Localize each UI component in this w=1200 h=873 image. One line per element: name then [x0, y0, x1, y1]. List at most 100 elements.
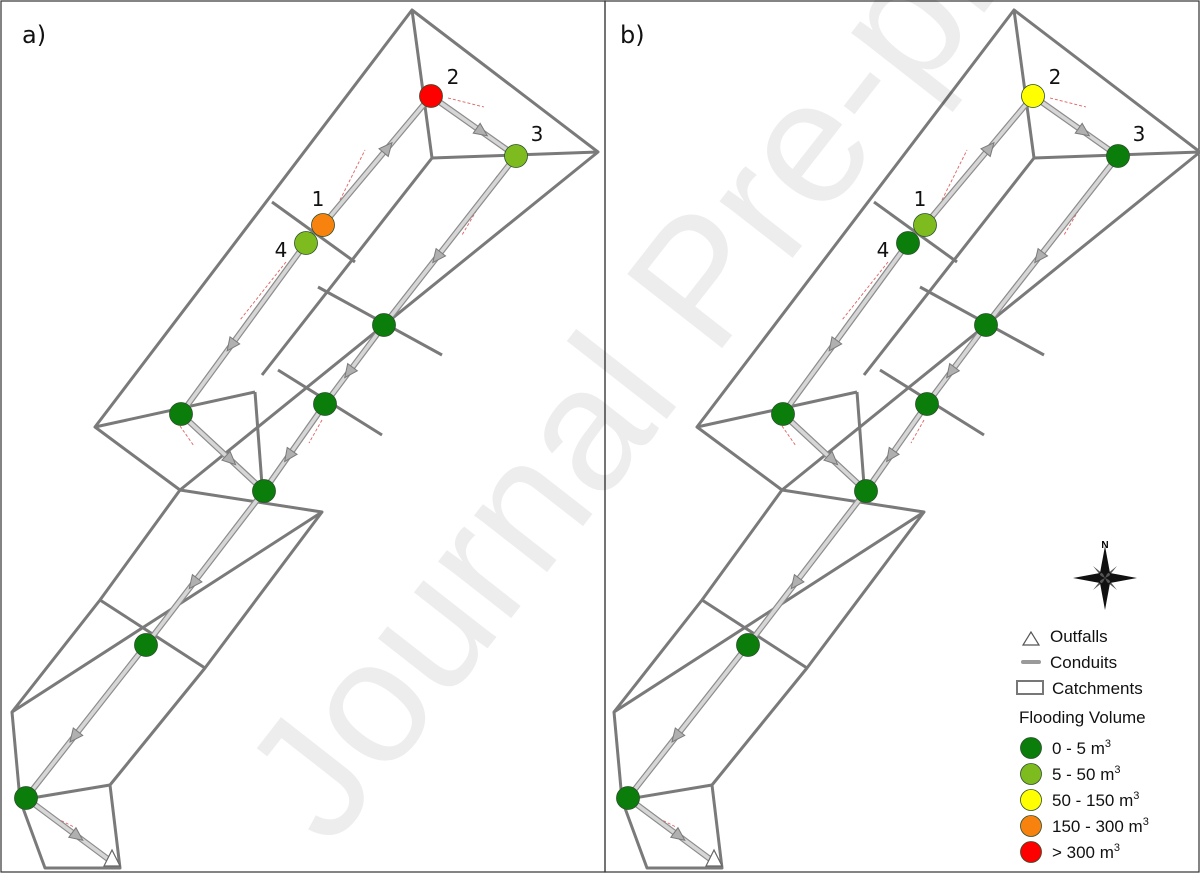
panel-b: b) 1 2 3 4	[612, 8, 1200, 870]
panel-b-flow-arrow-icon	[885, 446, 900, 463]
panel-a-flow-line	[308, 419, 323, 444]
panel-b-flow-arrow-icon	[828, 335, 843, 352]
panel-a-conduit	[262, 402, 327, 493]
legend-outfalls-label: Outfalls	[1050, 627, 1108, 646]
panel-b-conduit	[626, 796, 716, 864]
panel-b-node-n8	[854, 479, 878, 503]
catchment-rectangle-icon	[1016, 680, 1044, 695]
panel-b-conduit	[1031, 94, 1120, 158]
north-arrow-icon	[1073, 546, 1137, 610]
panel-a-conduits	[23, 93, 519, 867]
legend-flood-class-swatch	[1020, 737, 1042, 759]
panel-b-conduit	[781, 241, 910, 416]
panel-a-flow-line	[447, 97, 485, 108]
panel-b-node-n9	[736, 633, 760, 657]
panel-a-conduit	[321, 94, 433, 227]
panel-b-node-3	[1106, 144, 1130, 168]
panel-b-flow-arrow-icon	[1034, 247, 1049, 264]
panel-a-flow-arrow-icon	[69, 727, 84, 743]
panel-b-flow-arrow-icon	[945, 362, 961, 379]
panel-a-flow-arrow-icon	[472, 122, 489, 137]
panel-a-flow-arrow-icon	[378, 141, 393, 158]
legend-flood-class-swatch	[1020, 841, 1042, 863]
panel-b-outfall-icon	[705, 848, 723, 867]
panel-a-conduit	[179, 241, 308, 416]
panel-a-node-n7	[169, 402, 193, 426]
panel-b-conduits	[625, 93, 1121, 867]
panel-a-flow-arrow-icon	[343, 362, 359, 379]
panel-a-node-n10	[14, 786, 38, 810]
panel-a-nodes: 1 2 3 4	[14, 65, 544, 810]
legend-flood-class-text: 5 - 50 m	[1052, 765, 1114, 784]
panel-b-node-label-3: 3	[1133, 122, 1146, 146]
panel-a-conduit	[429, 94, 518, 158]
panel-b-conduit	[923, 94, 1035, 227]
panel-b-conduit	[864, 402, 929, 493]
panel-a-flow-line	[339, 149, 366, 201]
legend-flood-class-sup: 3	[1114, 764, 1120, 776]
panel-b-frame	[604, 0, 1200, 873]
panel-b-flow-arrow-icon	[823, 450, 839, 466]
panel-a-flow-line	[239, 261, 287, 321]
panel-a-node-1	[311, 213, 335, 237]
panel-b-node-1	[913, 213, 937, 237]
legend-flood-class-text: > 300 m	[1052, 843, 1114, 862]
panel-b-node-2	[1021, 84, 1045, 108]
legend-flood-class-sup: 3	[1143, 816, 1149, 828]
panel-b-flow-line	[910, 419, 925, 444]
panel-b-node-n5	[974, 313, 998, 337]
panel-b-flow-line	[781, 425, 797, 447]
panel-b-conduit	[626, 643, 750, 800]
legend-flood-class-swatch	[1020, 763, 1042, 785]
panel-a-flow-arrow-icon	[188, 573, 203, 590]
legend-flood-class-text: 150 - 300 m	[1052, 817, 1143, 836]
panel-a-outfall-icon	[103, 848, 121, 867]
legend-flood-class-label: 150 - 300 m3	[1052, 816, 1149, 836]
panel-b-flow-line	[941, 149, 968, 201]
panel-a-node-3	[504, 144, 528, 168]
panel-b-node-label-1: 1	[914, 187, 927, 211]
panel-b-flow-arrow-icon	[671, 727, 686, 743]
panel-b-flow-line	[1049, 97, 1087, 108]
panel-a-flow-line	[179, 425, 195, 447]
watermark: Journal Pre-proofs	[206, 0, 1200, 873]
panel-b-conduit	[984, 154, 1120, 327]
panel-b-node-label-4: 4	[877, 238, 890, 262]
legend-flood-class-sup: 3	[1105, 738, 1111, 750]
panel-a-flow-line	[29, 804, 75, 828]
legend-flood-class-text: 0 - 5 m	[1052, 739, 1105, 758]
legend-flood-class-sup: 3	[1114, 842, 1120, 854]
panel-b-flow-arrow-icon	[669, 826, 686, 841]
panel-a-node-label-3: 3	[531, 122, 544, 146]
panel-a-node-n9	[134, 633, 158, 657]
legend-flood-class-text: 50 - 150 m	[1052, 791, 1133, 810]
panel-a-node-2	[419, 84, 443, 108]
panel-a-node-label-2: 2	[447, 65, 460, 89]
outfall-triangle-icon	[1021, 630, 1041, 646]
panel-b-conduit	[925, 323, 988, 406]
legend-flood-class-label: 50 - 150 m3	[1052, 790, 1139, 810]
legend-flood-class-sup: 3	[1133, 790, 1139, 802]
panel-b-flow-line	[631, 804, 677, 828]
panel-a-conduit	[382, 154, 518, 327]
panel-b-node-label-2: 2	[1049, 65, 1062, 89]
legend-conduits-label: Conduits	[1050, 653, 1117, 672]
panel-a-flow-arrow-icon	[221, 450, 237, 466]
panel-b-flow-arrow-icon	[1074, 122, 1091, 137]
panel-a-flow-arrow-icon	[67, 826, 84, 841]
panel-a-flow-arrow-icon	[432, 247, 447, 264]
panel-a-flow-arrow-icon	[283, 446, 298, 463]
legend-flood-class-label: > 300 m3	[1052, 842, 1120, 862]
panel-a-node-4	[294, 231, 318, 255]
legend-catchments-label: Catchments	[1052, 679, 1143, 698]
legend-flood-class-label: 5 - 50 m3	[1052, 764, 1120, 784]
panel-b-node-n7	[771, 402, 795, 426]
panel-b-conduit	[746, 489, 868, 647]
panel-b-flow-line	[841, 261, 889, 321]
panel-a-conduit	[144, 489, 266, 647]
panel-b-node-4	[896, 231, 920, 255]
panel-a-conduit	[24, 796, 114, 864]
panel-b-node-n10	[616, 786, 640, 810]
